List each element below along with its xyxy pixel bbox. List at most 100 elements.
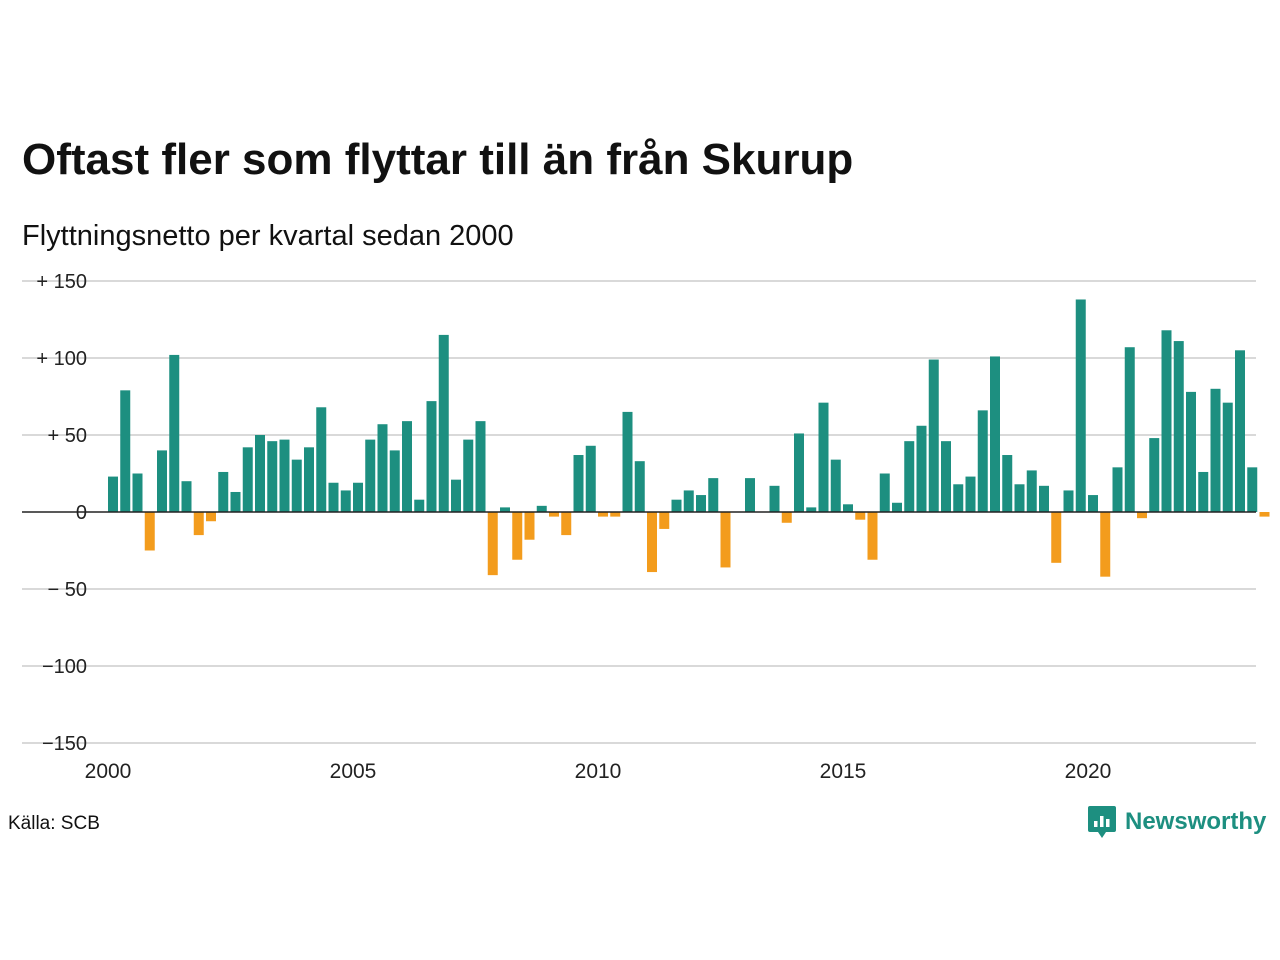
y-tick-label: −150 xyxy=(42,733,87,755)
bar xyxy=(1149,438,1160,512)
bar xyxy=(512,512,523,560)
y-axis-ticks: + 150 + 100 + 50 0 − 50 −100 −150 xyxy=(36,271,87,755)
bar xyxy=(169,354,180,512)
bar xyxy=(132,473,143,512)
x-tick-label: 2015 xyxy=(820,760,867,783)
bar xyxy=(1063,490,1074,512)
bar xyxy=(928,359,939,512)
bar xyxy=(598,512,608,517)
bar xyxy=(426,401,437,512)
bar xyxy=(1075,299,1086,512)
bar xyxy=(1247,467,1258,512)
bar xyxy=(720,512,731,568)
bar xyxy=(659,512,670,529)
bar xyxy=(818,402,829,512)
bar xyxy=(1186,391,1196,512)
bar xyxy=(230,491,241,512)
bar xyxy=(745,478,755,512)
bar xyxy=(438,334,449,512)
brand-name: Newsworthy xyxy=(1125,808,1267,835)
bar xyxy=(291,459,302,512)
bar xyxy=(487,512,498,576)
bar xyxy=(1235,350,1245,512)
bar xyxy=(377,424,388,512)
bar xyxy=(634,461,645,512)
bar xyxy=(904,441,915,512)
bar xyxy=(1088,495,1098,512)
bar xyxy=(475,421,486,512)
bar xyxy=(1051,512,1062,563)
bar xyxy=(647,512,657,573)
x-tick-label: 2020 xyxy=(1065,760,1112,783)
bar xyxy=(573,455,584,512)
bar xyxy=(193,512,204,536)
bar xyxy=(157,450,167,512)
bar xyxy=(1198,471,1209,512)
x-tick-label: 2005 xyxy=(330,760,377,783)
bar xyxy=(1173,341,1184,512)
y-tick-label: 0 xyxy=(76,502,87,524)
bar xyxy=(708,478,719,512)
bar xyxy=(941,441,951,512)
bar xyxy=(683,490,694,512)
bar xyxy=(843,504,853,512)
bar xyxy=(806,507,817,512)
bar xyxy=(965,476,976,512)
bar xyxy=(1210,388,1221,512)
bar xyxy=(451,479,461,512)
bar xyxy=(402,421,412,512)
bar xyxy=(622,411,633,512)
bar xyxy=(267,441,278,512)
bar xyxy=(524,512,535,540)
bar xyxy=(1112,467,1123,512)
bar xyxy=(1137,512,1147,519)
bar xyxy=(279,439,290,512)
bar xyxy=(340,490,351,512)
bar xyxy=(561,512,572,536)
bar xyxy=(389,450,400,512)
x-tick-label: 2010 xyxy=(575,760,622,783)
bar xyxy=(1002,455,1013,512)
bar xyxy=(879,473,890,512)
y-tick-label: + 150 xyxy=(36,271,87,293)
bar xyxy=(304,447,314,512)
bar xyxy=(794,433,804,512)
bar xyxy=(610,512,621,517)
newsworthy-logo-icon xyxy=(1087,805,1117,839)
y-tick-label: − 50 xyxy=(48,579,87,601)
bar xyxy=(892,502,902,512)
bar xyxy=(953,484,964,512)
bar xyxy=(255,435,265,512)
bar xyxy=(414,499,425,512)
bar xyxy=(1124,347,1135,512)
bar xyxy=(671,499,682,512)
bar xyxy=(1222,402,1233,512)
bar xyxy=(549,512,559,517)
bar xyxy=(242,447,253,512)
bar xyxy=(916,425,927,512)
bars xyxy=(108,299,1270,577)
bar xyxy=(536,505,547,512)
x-axis-ticks: 2000 2005 2010 2015 2020 xyxy=(85,760,1112,783)
bar xyxy=(867,512,878,560)
bar xyxy=(206,512,216,522)
bar xyxy=(977,410,988,512)
bar xyxy=(108,476,118,512)
source-note: Källa: SCB xyxy=(8,813,100,834)
chart-title: Oftast fler som flyttar till än från Sku… xyxy=(22,135,854,184)
bar xyxy=(696,495,706,512)
bar xyxy=(218,471,229,512)
bar xyxy=(830,459,841,512)
y-tick-label: + 50 xyxy=(48,425,87,447)
bar xyxy=(500,507,510,512)
bar xyxy=(1026,470,1037,512)
bar xyxy=(781,512,792,523)
gridlines xyxy=(22,280,1256,744)
chart-subtitle: Flyttningsnetto per kvartal sedan 2000 xyxy=(22,220,514,252)
bar xyxy=(769,485,780,512)
bar xyxy=(585,445,596,512)
bar xyxy=(120,390,131,512)
bar xyxy=(1259,512,1270,517)
bar xyxy=(1039,485,1049,512)
